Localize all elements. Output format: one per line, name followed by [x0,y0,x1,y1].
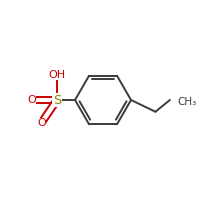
Text: O: O [27,95,36,105]
Text: O: O [37,118,46,128]
Text: CH₃: CH₃ [178,97,197,107]
Text: OH: OH [48,70,66,80]
Text: S: S [53,94,61,106]
